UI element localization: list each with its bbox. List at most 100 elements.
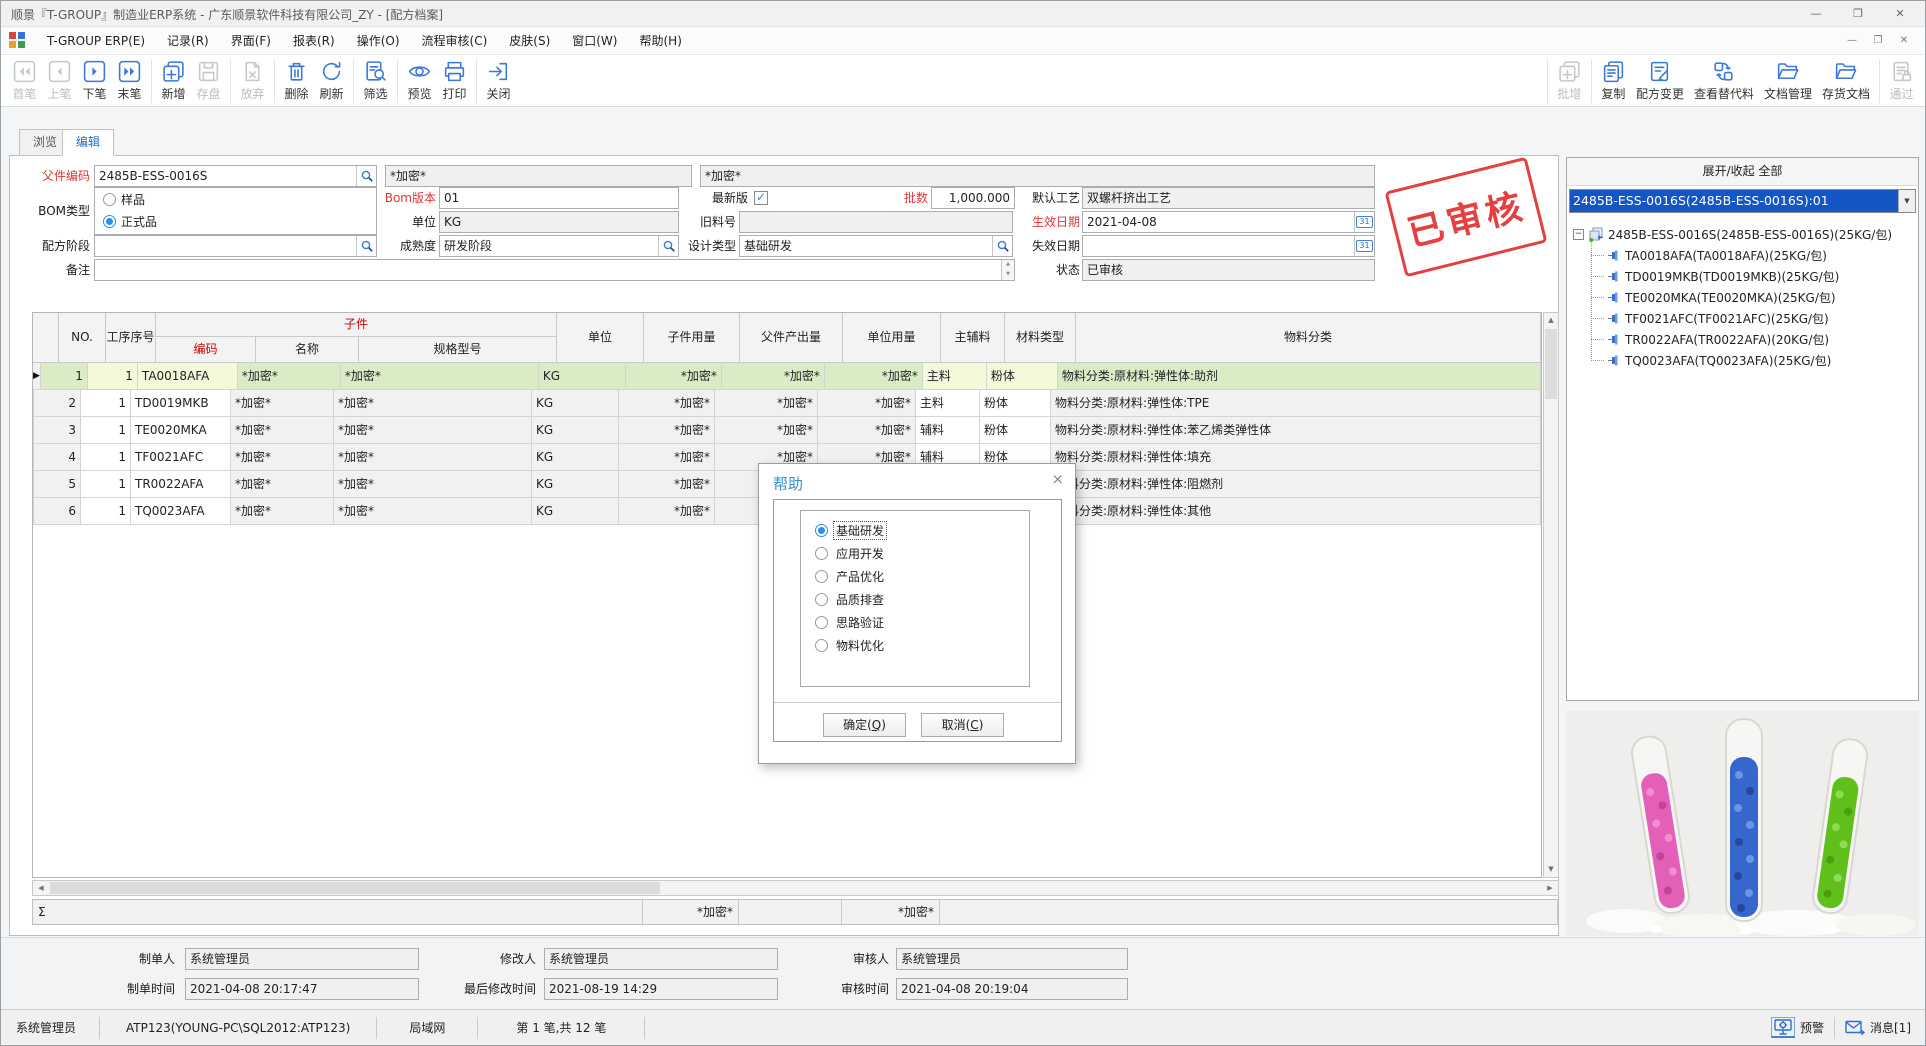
menu-window[interactable]: 窗口(W) [572,33,618,48]
bom-version-field[interactable]: 01 [439,187,679,209]
mdi-restore-icon[interactable]: ❐ [1873,34,1883,46]
close-icon[interactable]: ✕ [1895,7,1905,20]
menu-help[interactable]: 帮助(H) [639,33,682,48]
menu-report[interactable]: 报表(R) [293,33,335,48]
cell-code[interactable]: TR0022AFA [131,471,231,498]
scroll-down-icon[interactable]: ▼ [1548,865,1554,873]
menu-skin[interactable]: 皮肤(S) [509,33,551,48]
copy-button[interactable]: 复制 [1596,58,1631,103]
menu-flow-audit[interactable]: 流程审核(C) [421,33,488,48]
remark-field[interactable]: ▲ ▼ [94,259,1015,281]
bom-type-sample-radio[interactable]: 样品 [95,188,376,210]
cell-main-aux[interactable]: 主料 [922,363,987,390]
close-form-button[interactable]: 关闭 [481,58,516,103]
cancel-button[interactable]: 取消(C) [921,713,1004,737]
header-unit[interactable]: 单位 [557,313,644,363]
effective-date-calendar-button[interactable]: 31 [1354,212,1374,232]
option-quality-check[interactable]: 品质排查 [815,588,1029,611]
mdi-close-icon[interactable]: ✕ [1899,34,1909,46]
expand-collapse-all-button[interactable]: 展开/收起 全部 [1567,158,1918,186]
message-button[interactable]: 消息[1] [1845,1019,1911,1036]
menu-record[interactable]: 记录(R) [167,33,209,48]
option-app-dev[interactable]: 应用开发 [815,542,1029,565]
option-material-opt[interactable]: 物料优化 [815,634,1029,657]
hscroll-thumb[interactable] [50,882,660,894]
header-parent-out[interactable]: 父件产出量 [740,313,843,363]
tab-edit[interactable]: 编辑 [62,129,115,156]
print-button[interactable]: 打印 [437,58,472,103]
cell-seq[interactable]: 1 [81,471,131,498]
menu-interface[interactable]: 界面(F) [230,33,271,48]
document-manage-button[interactable]: 文档管理 [1759,58,1817,103]
stored-document-button[interactable]: 存货文档 [1817,58,1875,103]
tree-node[interactable]: TE0020MKA(TE0020MKA)(25KG/包) [1608,287,1914,308]
table-row[interactable]: 4 1 TF0021AFC *加密* *加密* KG *加密* *加密* *加密… [33,444,1541,471]
design-type-field[interactable]: 基础研发 [739,235,1013,257]
option-product-opt[interactable]: 产品优化 [815,565,1029,588]
design-type-lookup-button[interactable] [992,236,1012,256]
tree-node[interactable]: TR0022AFA(TR0022AFA)(20KG/包) [1608,329,1914,350]
vscroll-thumb[interactable] [1545,329,1557,399]
expire-date-field[interactable]: 31 [1082,235,1375,257]
header-unit-qty[interactable]: 单位用量 [843,313,941,363]
cell-mat-type[interactable]: 粉体 [986,363,1058,390]
option-basic-rd[interactable]: 基础研发 [815,519,1029,542]
cell-seq[interactable]: 1 [81,390,131,417]
header-spec[interactable]: 规格型号 [359,337,557,363]
scroll-up-icon[interactable]: ▲ [1548,316,1554,324]
grid-horizontal-scrollbar[interactable]: ◀ ▶ [32,880,1559,896]
remark-spinner[interactable]: ▲ ▼ [1001,260,1014,280]
option-idea-verify[interactable]: 思路验证 [815,611,1029,634]
table-row[interactable]: 3 1 TE0020MKA *加密* *加密* KG *加密* *加密* *加密… [33,417,1541,444]
tree-node[interactable]: TQ0023AFA(TQ0023AFA)(25KG/包) [1608,350,1914,371]
filter-button[interactable]: 筛选 [358,58,393,103]
mdi-minimize-icon[interactable]: — [1847,34,1857,46]
grid-vertical-scrollbar[interactable]: ▲ ▼ [1543,312,1559,878]
parent-code-lookup-button[interactable] [356,166,376,186]
scroll-right-icon[interactable]: ▶ [1547,884,1553,892]
cell-code[interactable]: TF0021AFC [131,444,231,471]
dialog-close-icon[interactable]: × [1051,470,1064,488]
cell-code[interactable]: TD0019MKB [131,390,231,417]
header-mat-type[interactable]: 材料类型 [1005,313,1076,363]
header-name[interactable]: 名称 [256,337,359,363]
bom-type-formal-radio[interactable]: 正式品 [95,210,376,232]
cell-mat-type[interactable]: 粉体 [980,390,1051,417]
last-record-button[interactable]: 末笔 [112,58,147,103]
formula-stage-lookup-button[interactable] [356,236,376,256]
delete-button[interactable]: 删除 [279,58,314,103]
preview-button[interactable]: 预览 [402,58,437,103]
expire-date-calendar-button[interactable]: 31 [1354,236,1374,256]
tree-node[interactable]: TA0018AFA(TA0018AFA)(25KG/包) [1608,245,1914,266]
cell-seq[interactable]: 1 [81,417,131,444]
effective-date-field[interactable]: 2021-04-08 31 [1082,211,1375,233]
parent-code-field[interactable]: 2485B-ESS-0016S [94,165,377,187]
header-main-aux[interactable]: 主辅料 [941,313,1005,363]
bom-version-combo[interactable]: 2485B-ESS-0016S(2485B-ESS-0016S):01 ▼ [1569,189,1916,213]
next-record-button[interactable]: 下笔 [77,58,112,103]
header-code[interactable]: 编码 [156,337,256,363]
formula-stage-field[interactable] [94,235,377,257]
cell-code[interactable]: TQ0023AFA [131,498,231,525]
add-new-button[interactable]: 新增 [156,58,191,103]
header-child-qty[interactable]: 子件用量 [644,313,740,363]
cell-seq[interactable]: 1 [81,498,131,525]
table-row[interactable]: ▶ 1 1 TA0018AFA *加密* *加密* KG *加密* *加密* *… [33,363,1541,390]
menu-tgroup-erp[interactable]: T-GROUP ERP(E) [47,33,146,48]
header-category[interactable]: 物料分类 [1076,313,1541,363]
cell-code[interactable]: TE0020MKA [131,417,231,444]
cell-main-aux[interactable]: 主料 [916,390,980,417]
menu-operation[interactable]: 操作(O) [356,33,400,48]
table-row[interactable]: 2 1 TD0019MKB *加密* *加密* KG *加密* *加密* *加密… [33,390,1541,417]
tree-node[interactable]: TD0019MKB(TD0019MKB)(25KG/包) [1608,266,1914,287]
cell-code[interactable]: TA0018AFA [137,363,238,390]
header-no[interactable]: NO. [59,313,106,363]
scroll-left-icon[interactable]: ◀ [38,884,44,892]
maturity-lookup-button[interactable] [658,236,678,256]
batch-qty-field[interactable]: 1,000.000 [931,187,1015,209]
maturity-field[interactable]: 研发阶段 [439,235,679,257]
alert-button[interactable]: 预警 [1770,1017,1824,1038]
header-seq[interactable]: 工序序号 [106,313,156,363]
cell-seq[interactable]: 1 [87,363,138,390]
ok-button[interactable]: 确定(Q) [823,713,906,737]
